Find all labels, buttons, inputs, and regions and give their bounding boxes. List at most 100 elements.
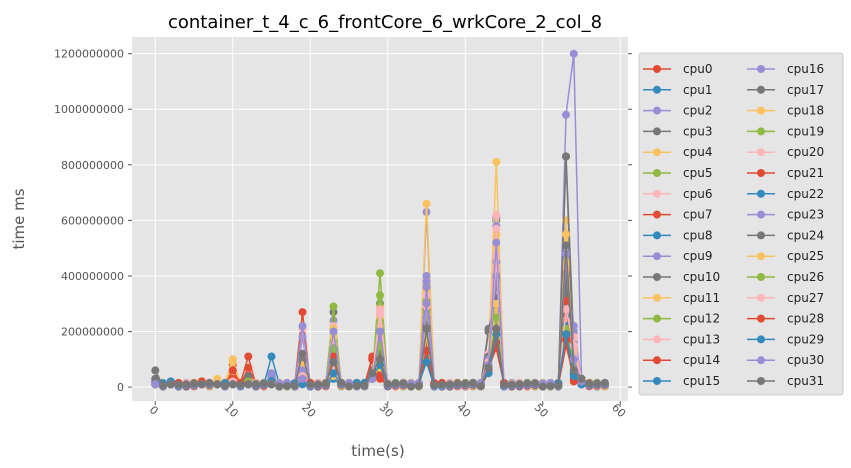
legend-label: cpu22 [787,187,824,201]
data-point [422,283,431,292]
data-point [174,380,183,389]
legend-marker [653,65,661,73]
data-point [546,382,555,391]
data-point [182,380,191,389]
legend-label: cpu20 [787,145,824,159]
legend-label: cpu28 [787,312,824,326]
legend-item-cpu2: cpu2 [643,104,712,118]
data-point [500,380,508,389]
legend-marker [653,106,661,115]
legend-label: cpu27 [787,291,824,305]
y-axis-ticks: 0 200000000 400000000 600000000 800000000 100… [54,48,632,394]
data-point [562,241,570,250]
legend-items: cpu0 cpu1 cpu2 cpu3 cpu4 cpu5 cpu6 cpu7 cpu8 cpu9… [643,62,824,388]
data-point [422,199,431,208]
data-point [228,380,237,389]
legend-item-cpu15: cpu15 [643,374,720,388]
legend-label: cpu3 [683,124,712,138]
data-point [244,363,253,372]
legend-item-cpu18: cpu18 [747,104,824,118]
legend-label: cpu30 [787,353,824,367]
data-point [422,299,431,308]
data-point [430,381,439,390]
data-point [492,224,501,233]
data-point [376,305,384,314]
legend-item-cpu0: cpu0 [643,62,712,76]
legend-label: cpu31 [787,374,824,388]
legend-item-cpu22: cpu22 [747,187,824,201]
data-point [228,366,237,375]
data-point [438,380,446,389]
legend-item-cpu24: cpu24 [747,228,824,242]
data-point [577,374,586,383]
data-point [484,363,493,372]
legend-item-cpu13: cpu13 [643,332,720,346]
legend-label: cpu2 [683,104,712,118]
data-point [562,110,570,119]
legend-label: cpu13 [683,332,720,346]
data-point [213,374,222,383]
data-point [376,291,384,300]
x-axis-label: time(s) [351,442,404,460]
data-point [492,313,501,322]
data-point [469,378,477,387]
data-point [476,382,485,391]
chart-title: container_t_4_c_6_frontCore_6_wrkCore_2_… [168,12,602,33]
data-point [298,308,307,317]
legend-item-cpu26: cpu26 [747,270,824,284]
legend-label: cpu10 [683,270,720,284]
legend-label: cpu21 [787,166,824,180]
data-point [569,377,578,386]
legend-marker [653,252,661,261]
data-point [422,324,431,333]
legend-marker [757,335,765,344]
data-point [453,379,462,388]
legend-item-cpu21: cpu21 [747,166,824,180]
legend-marker [757,210,765,219]
data-point [337,378,346,387]
y-tick-label: 1000000000 [54,103,124,116]
series-layer [151,49,609,391]
legend-item-cpu30: cpu30 [747,353,824,367]
data-point [290,381,299,390]
legend-marker [653,189,661,198]
legend-marker [653,377,661,385]
legend-marker [653,231,661,240]
legend-label: cpu18 [787,104,824,118]
legend-item-cpu3: cpu3 [643,124,712,138]
y-tick-label: 200000000 [61,326,124,339]
data-point [244,380,253,389]
legend-item-cpu1: cpu1 [643,83,712,97]
legend-marker [653,335,661,344]
data-point [414,382,423,391]
data-point [600,378,609,387]
legend-marker [653,85,661,94]
data-point [368,369,377,378]
data-point [213,380,222,389]
data-point [298,349,307,358]
legend-label: cpu19 [787,124,824,138]
legend-item-cpu29: cpu29 [747,332,824,346]
legend-label: cpu23 [787,208,824,222]
data-point [151,366,160,375]
legend-item-cpu23: cpu23 [747,208,824,222]
legend-marker [653,356,661,365]
data-point [383,380,392,388]
legend-marker [653,273,661,281]
legend-marker [653,293,661,302]
legend-item-cpu5: cpu5 [643,166,712,180]
legend-label: cpu14 [683,353,720,367]
legend-label: cpu16 [787,62,824,76]
legend-item-cpu20: cpu20 [747,145,824,159]
legend-marker [757,377,765,385]
data-point [376,269,384,278]
data-point [569,49,578,58]
data-point [492,238,501,247]
legend-marker [757,148,765,157]
legend-marker [653,169,661,177]
data-point [259,379,268,388]
data-point [221,381,229,390]
legend-label: cpu17 [787,83,824,97]
data-point [298,374,307,383]
data-point [515,380,524,388]
